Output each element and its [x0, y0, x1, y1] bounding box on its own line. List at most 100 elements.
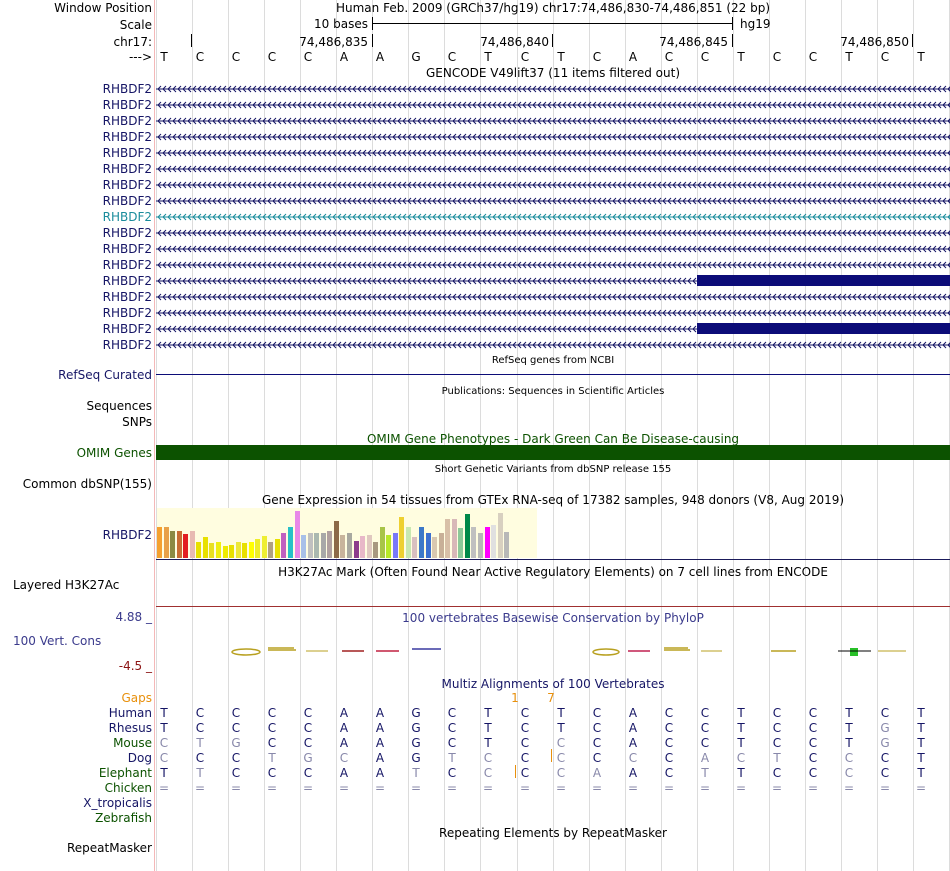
gtex-tissue-bar[interactable] [498, 513, 503, 558]
gtex-tissue-bar[interactable] [275, 539, 280, 558]
gencode-transcript-label[interactable]: RHBDF2 [102, 146, 152, 160]
gtex-tissue-bar[interactable] [347, 533, 352, 558]
gtex-tissue-bar[interactable] [308, 533, 313, 558]
gencode-transcript-label[interactable]: RHBDF2 [102, 162, 152, 176]
gtex-tissue-bar[interactable] [380, 527, 385, 558]
gencode-transcript-intron[interactable] [156, 148, 950, 158]
refseq-track-label[interactable]: RefSeq Curated [58, 368, 152, 382]
multiz-species-label[interactable]: X_tropicalis [83, 796, 152, 810]
gencode-transcript-intron[interactable] [156, 260, 950, 270]
gtex-tissue-bar[interactable] [504, 532, 509, 558]
gtex-tissue-bar[interactable] [406, 527, 411, 558]
gtex-tissue-bar[interactable] [183, 534, 188, 558]
gtex-tissue-bar[interactable] [386, 535, 391, 558]
gencode-transcript-intron[interactable] [156, 212, 950, 222]
gtex-tissue-bar[interactable] [478, 533, 483, 558]
gencode-transcript-label[interactable]: RHBDF2 [102, 274, 152, 288]
gencode-transcript-intron[interactable] [156, 116, 950, 126]
multiz-species-label[interactable]: Zebrafish [95, 811, 152, 825]
gtex-tissue-bar[interactable] [255, 539, 260, 558]
gencode-transcript-label[interactable]: RHBDF2 [102, 194, 152, 208]
gencode-transcript-intron[interactable] [156, 132, 950, 142]
gtex-tissue-bar[interactable] [249, 542, 254, 558]
gtex-tissue-bar[interactable] [236, 542, 241, 558]
gtex-tissue-bar[interactable] [399, 517, 404, 558]
gencode-coding-exon[interactable] [697, 275, 950, 286]
gtex-tissue-bar[interactable] [354, 541, 359, 558]
gtex-tissue-bar[interactable] [432, 537, 437, 558]
gencode-transcript-intron[interactable] [156, 164, 950, 174]
gtex-tissue-bar[interactable] [393, 533, 398, 558]
gtex-tissue-bar[interactable] [164, 527, 169, 558]
gtex-tissue-bar[interactable] [321, 533, 326, 558]
gencode-transcript-intron[interactable] [156, 196, 950, 206]
gtex-tissue-bar[interactable] [439, 533, 444, 558]
gencode-transcript-label[interactable]: RHBDF2 [102, 98, 152, 112]
gtex-tissue-bar[interactable] [196, 542, 201, 558]
gencode-transcript-label[interactable]: RHBDF2 [102, 338, 152, 352]
omim-feature-bar[interactable] [156, 445, 950, 460]
gtex-tissue-bar[interactable] [229, 545, 234, 558]
phylop-track-label[interactable]: 100 Vert. Cons [13, 634, 102, 648]
publications-sequences-label[interactable]: Sequences [86, 399, 152, 413]
publications-snps-label[interactable]: SNPs [122, 415, 152, 429]
gtex-tissue-bar[interactable] [412, 537, 417, 558]
gtex-tissue-bar[interactable] [223, 546, 228, 558]
gencode-transcript-label[interactable]: RHBDF2 [102, 306, 152, 320]
phylop-plot[interactable] [156, 640, 950, 662]
refseq-gene-line[interactable] [156, 374, 950, 375]
multiz-species-label[interactable]: Human [108, 706, 152, 720]
gtex-tissue-bar[interactable] [367, 535, 372, 558]
gencode-transcript-label[interactable]: RHBDF2 [102, 114, 152, 128]
gencode-transcript-label[interactable]: RHBDF2 [102, 258, 152, 272]
gtex-tissue-bar[interactable] [485, 527, 490, 558]
gtex-tissue-bar[interactable] [452, 519, 457, 558]
gencode-transcript-intron[interactable] [156, 100, 950, 110]
gtex-tissue-bar[interactable] [458, 528, 463, 558]
gtex-tissue-bar[interactable] [177, 531, 182, 558]
gtex-tissue-bar[interactable] [157, 527, 162, 558]
gencode-transcript-label[interactable]: RHBDF2 [102, 178, 152, 192]
multiz-species-label[interactable]: Chicken [104, 781, 152, 795]
dbsnp-track-label[interactable]: Common dbSNP(155) [22, 477, 152, 491]
gtex-tissue-bar[interactable] [419, 527, 424, 558]
multiz-species-label[interactable]: Elephant [98, 766, 152, 780]
gtex-tissue-bar[interactable] [314, 533, 319, 558]
gtex-tissue-bar[interactable] [445, 519, 450, 558]
gtex-tissue-bar[interactable] [268, 542, 273, 558]
repeatmasker-track-label[interactable]: RepeatMasker [66, 841, 152, 855]
omim-track-label[interactable]: OMIM Genes [76, 446, 152, 460]
multiz-species-label[interactable]: Mouse [113, 736, 152, 750]
gtex-tissue-bar[interactable] [327, 531, 332, 558]
gtex-tissue-bar[interactable] [209, 543, 214, 558]
gtex-tissue-bar[interactable] [170, 531, 175, 558]
gencode-transcript-intron[interactable] [156, 228, 950, 238]
multiz-species-label[interactable]: Dog [127, 751, 152, 765]
gencode-transcript-intron[interactable] [156, 340, 950, 350]
gencode-transcript-label[interactable]: RHBDF2 [102, 242, 152, 256]
gencode-transcript-intron[interactable] [156, 244, 950, 254]
gtex-tissue-bar[interactable] [242, 543, 247, 558]
gtex-tissue-bar[interactable] [295, 511, 300, 558]
gencode-transcript-label[interactable]: RHBDF2 [102, 82, 152, 96]
gencode-transcript-intron[interactable] [156, 308, 950, 318]
gtex-tissue-bar[interactable] [491, 525, 496, 558]
gencode-transcript-label[interactable]: RHBDF2 [102, 290, 152, 304]
gtex-tissue-bar[interactable] [471, 527, 476, 558]
gtex-tissue-bar[interactable] [334, 521, 339, 558]
h3k27ac-track-label[interactable]: Layered H3K27Ac [13, 578, 120, 592]
gtex-tissue-bar[interactable] [262, 536, 267, 558]
gtex-tissue-bar[interactable] [203, 537, 208, 558]
gtex-tissue-bar[interactable] [190, 531, 195, 558]
gencode-transcript-label[interactable]: RHBDF2 [102, 322, 152, 336]
multiz-species-label[interactable]: Rhesus [108, 721, 152, 735]
gtex-tissue-bar[interactable] [465, 514, 470, 558]
gtex-tissue-bar[interactable] [360, 536, 365, 558]
gtex-tissue-bar[interactable] [216, 542, 221, 558]
gencode-transcript-intron[interactable] [156, 292, 950, 302]
gencode-transcript-label[interactable]: RHBDF2 [102, 226, 152, 240]
gencode-transcript-label[interactable]: RHBDF2 [102, 130, 152, 144]
gtex-tissue-bar[interactable] [301, 535, 306, 558]
gtex-tissue-bar[interactable] [373, 542, 378, 558]
gencode-coding-exon[interactable] [697, 323, 950, 334]
